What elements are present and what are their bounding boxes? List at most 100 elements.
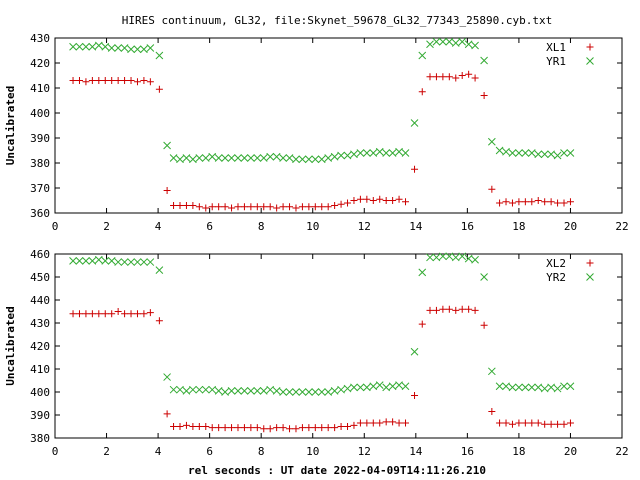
x-axis-label: rel seconds : UT date 2022-04-09T14:11:2… (188, 464, 486, 477)
data-point (163, 141, 171, 150)
data-point (534, 419, 542, 427)
data-point (75, 77, 83, 84)
data-point (324, 388, 333, 396)
data-point (146, 78, 154, 86)
data-point (214, 386, 223, 395)
data-point (411, 391, 419, 399)
data-point (554, 420, 562, 428)
data-point (488, 408, 496, 416)
data-point (114, 308, 122, 315)
data-point (465, 305, 473, 313)
data-point (311, 203, 319, 211)
data-point (140, 310, 148, 318)
data-point (330, 386, 339, 395)
x-tick-label: 16 (461, 220, 474, 233)
data-point (502, 198, 510, 206)
data-point (426, 306, 434, 314)
legend-marker (586, 273, 594, 281)
data-point (227, 386, 236, 395)
data-point (350, 197, 358, 204)
data-point (163, 373, 171, 381)
data-point (495, 382, 504, 391)
data-point (285, 388, 294, 396)
data-point (176, 385, 184, 394)
x-tick-label: 6 (206, 445, 213, 458)
data-point (480, 321, 488, 329)
data-point (324, 154, 333, 162)
legend-label: XL2 (546, 257, 566, 270)
data-point (292, 388, 300, 396)
data-point (439, 252, 447, 261)
data-point (488, 185, 496, 193)
data-point (502, 419, 510, 427)
data-point (285, 154, 294, 162)
data-point (344, 423, 352, 430)
data-point (350, 421, 358, 429)
x-tick-label: 22 (615, 220, 628, 233)
data-point (273, 204, 281, 212)
data-point (240, 386, 249, 395)
y-tick-label: 420 (30, 57, 50, 70)
data-point (369, 419, 377, 427)
y-tick-label: 380 (30, 432, 50, 445)
data-point (566, 419, 574, 427)
data-point (480, 92, 488, 99)
data-point (127, 45, 135, 54)
data-point (120, 258, 129, 266)
data-point (114, 258, 122, 266)
data-point (305, 155, 313, 164)
data-point (337, 151, 345, 160)
data-point (445, 305, 453, 313)
data-point (133, 45, 142, 54)
x-tick-label: 4 (155, 445, 162, 458)
data-point (496, 419, 504, 427)
plot-frame (54, 37, 623, 214)
data-point (107, 257, 116, 265)
data-point (215, 203, 223, 211)
data-point (502, 147, 510, 156)
data-point (182, 154, 191, 162)
data-point (375, 381, 384, 389)
data-point (259, 154, 268, 162)
data-point (273, 424, 281, 432)
x-tick-label: 2 (103, 445, 110, 458)
data-point (527, 149, 536, 157)
data-point (432, 73, 440, 81)
data-point (279, 388, 287, 396)
x-tick-label: 10 (306, 445, 319, 458)
data-point (253, 154, 262, 162)
data-point (401, 382, 410, 391)
data-point (163, 187, 171, 194)
data-point (260, 425, 268, 433)
data-point (337, 423, 345, 430)
data-point (356, 195, 364, 203)
y-tick-label: 400 (30, 107, 50, 120)
data-point (195, 385, 204, 394)
data-point (527, 383, 536, 392)
data-point (344, 199, 352, 207)
data-point (133, 78, 141, 86)
data-point (451, 253, 460, 262)
data-point (521, 419, 529, 427)
data-point (515, 198, 523, 206)
data-point (410, 119, 419, 127)
data-point (240, 424, 248, 432)
data-point (471, 255, 479, 264)
data-point (554, 199, 562, 207)
data-point (410, 347, 419, 356)
data-point (458, 252, 467, 261)
data-point (382, 197, 390, 204)
data-point (292, 155, 300, 164)
data-point (547, 383, 555, 392)
data-point (356, 419, 364, 427)
data-point (439, 305, 447, 313)
data-point (266, 203, 274, 211)
data-point (528, 419, 536, 427)
data-point (75, 257, 84, 265)
data-point (189, 202, 197, 209)
data-point (133, 310, 141, 318)
data-point (382, 149, 391, 157)
data-point (69, 310, 77, 318)
data-point (471, 74, 479, 82)
